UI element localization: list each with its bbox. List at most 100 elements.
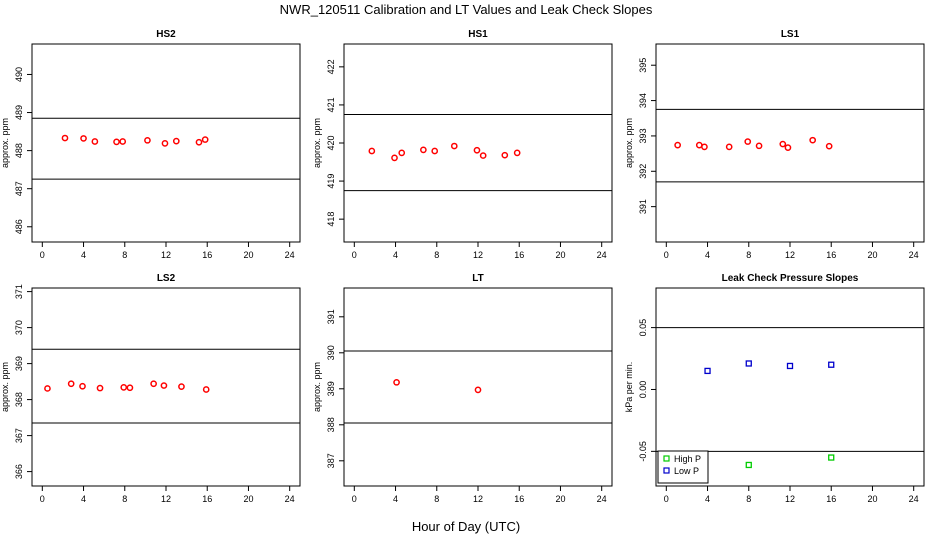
data-point (91, 138, 99, 145)
y-tick-label: 422 (326, 59, 336, 74)
x-tick-label: 0 (40, 494, 45, 504)
x-tick-label: 4 (705, 494, 710, 504)
x-tick-label: 16 (202, 250, 212, 260)
x-tick-label: 8 (122, 250, 127, 260)
legend-marker (663, 467, 670, 474)
x-tick-label: 12 (473, 250, 483, 260)
x-tick-label: 24 (285, 250, 295, 260)
y-tick-label: 419 (326, 174, 336, 189)
data-point (160, 382, 168, 389)
data-point (67, 380, 75, 388)
data-point (96, 384, 104, 392)
x-tick-label: 24 (597, 494, 607, 504)
y-axis-label: approx. ppm (624, 118, 634, 168)
panel-title: HS1 (468, 29, 488, 40)
panel-title: HS2 (156, 29, 176, 40)
x-tick-label: 16 (514, 494, 524, 504)
plot-frame (31, 43, 301, 243)
y-tick-label: 395 (638, 58, 648, 73)
data-point (473, 146, 481, 154)
data-point (44, 385, 51, 392)
y-tick-label: 487 (14, 181, 24, 196)
legend-label: High P (674, 454, 701, 464)
x-tick-label: 20 (555, 250, 565, 260)
x-tick-label: 20 (243, 250, 253, 260)
data-point (201, 136, 209, 143)
y-tick-label: 369 (14, 356, 24, 371)
y-tick-label: 418 (326, 212, 336, 227)
data-point (744, 138, 752, 145)
data-point (674, 141, 681, 149)
x-tick-label: 24 (909, 494, 919, 504)
data-point (126, 384, 134, 392)
x-tick-label: 0 (352, 250, 357, 260)
y-tick-label: 490 (14, 67, 24, 82)
y-tick-label: 367 (14, 428, 24, 443)
data-point (161, 140, 169, 147)
y-tick-label: 393 (638, 128, 648, 143)
chart-panel-2: HS1 approx. ppm 0 4 8 12 16 20 24 418 419 420 421 422 (312, 29, 613, 260)
y-tick-label: 0.05 (638, 319, 648, 337)
y-tick-label: 489 (14, 105, 24, 120)
plot-frame (655, 43, 925, 243)
y-tick-label: 486 (14, 219, 24, 234)
data-point (150, 380, 157, 388)
x-tick-label: 8 (746, 494, 751, 504)
data-point (172, 137, 180, 145)
panels-group: HS2 approx. ppm 0 4 8 12 16 20 24 486 487 4 8 8 489 490… (0, 29, 925, 504)
data-point (745, 461, 752, 469)
data-point (779, 140, 787, 148)
x-tick-label: 20 (555, 494, 565, 504)
data-point (431, 147, 439, 155)
legend-marker (663, 455, 670, 462)
data-point (79, 382, 86, 390)
panel-title: LS2 (157, 273, 176, 284)
x-tick-label: 16 (826, 250, 836, 260)
y-tick-label: 388 (326, 417, 336, 432)
x-tick-label: 12 (473, 494, 483, 504)
x-tick-label: 16 (514, 250, 524, 260)
data-point (120, 384, 128, 391)
data-point (80, 135, 87, 142)
panel-title: LS1 (781, 29, 800, 40)
data-point (393, 378, 400, 386)
chart-panel-6: Leak Check Pressure Slopes kPa per min. 0 4… (624, 273, 925, 504)
data-point (61, 134, 69, 142)
data-point (755, 142, 763, 150)
x-tick-label: 4 (81, 494, 86, 504)
y-tick-label: 366 (14, 464, 24, 479)
chart-panel-3: LS1 approx. ppm 0 4 8 12 16 20 24 391 392 393 394 395 (624, 29, 925, 260)
y-tick-label: 392 (638, 164, 648, 179)
data-point (450, 142, 458, 150)
data-point (144, 136, 151, 144)
y-tick-label: 391 (638, 199, 648, 214)
data-point (825, 142, 833, 150)
x-tick-label: 20 (243, 494, 253, 504)
legend-label: Low P (674, 466, 699, 476)
figure-title: NWR_120511 Calibration and LT Values and… (280, 2, 653, 17)
data-point (725, 143, 733, 151)
y-tick-label: 371 (14, 284, 24, 299)
x-tick-label: 0 (40, 250, 45, 260)
data-point (420, 146, 427, 154)
legend-box (657, 450, 709, 484)
x-tick-label: 0 (352, 494, 357, 504)
x-tick-label: 12 (161, 494, 171, 504)
data-point (701, 143, 708, 151)
y-tick-label: 390 (326, 345, 336, 360)
x-tick-label: 8 (122, 494, 127, 504)
panel-title: LT (472, 273, 483, 284)
data-point (119, 138, 127, 145)
y-tick-label: 421 (326, 97, 336, 112)
y-axis-label: approx. ppm (0, 362, 10, 412)
y-axis-label: approx. ppm (312, 362, 322, 412)
data-point (786, 362, 794, 370)
x-tick-label: 16 (202, 494, 212, 504)
x-tick-label: 24 (909, 250, 919, 260)
x-tick-label: 12 (785, 250, 795, 260)
y-axis-label: approx. ppm (312, 118, 322, 168)
data-point (474, 386, 482, 394)
x-tick-label: 4 (81, 250, 86, 260)
data-point (113, 138, 120, 146)
data-point (368, 147, 376, 155)
